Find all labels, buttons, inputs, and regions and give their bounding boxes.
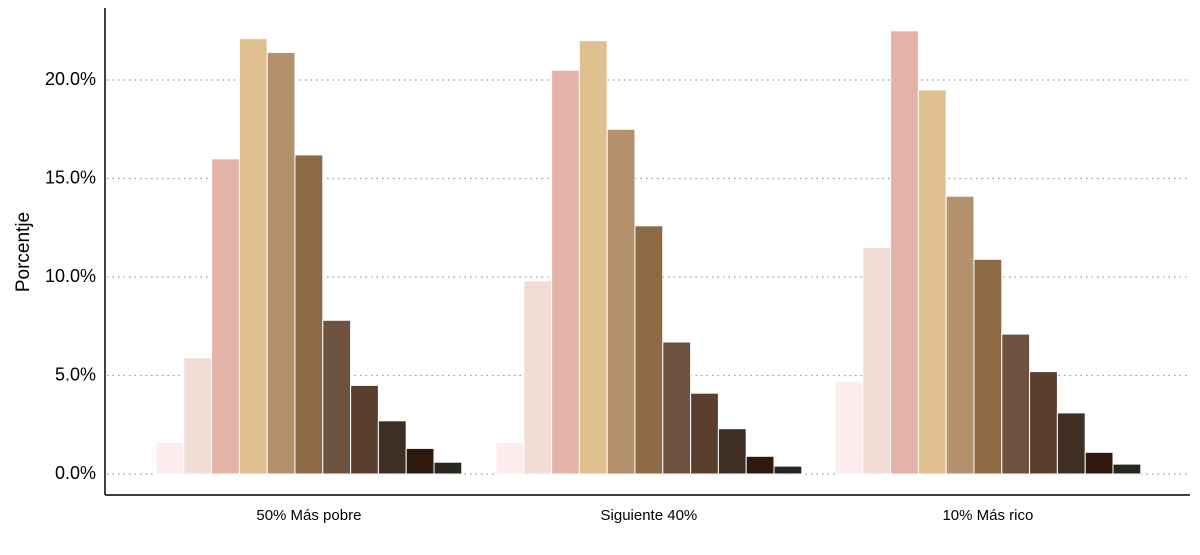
y-tick-label: 5.0% [55,364,96,384]
y-tick-labels: 0.0% 5.0% 10.0% 15.0% 20.0% [45,69,96,483]
bar [1029,371,1058,475]
y-tick-label: 15.0% [45,167,96,187]
bar [211,158,240,475]
bars [155,30,1142,475]
x-category-labels: 50% Más pobre Siguiente 40% 10% Más rico [256,507,1033,524]
bar [745,455,775,475]
bar [662,341,692,475]
bar [266,51,296,475]
bar [551,69,580,475]
bar [405,447,435,475]
bar [973,258,1003,475]
bar [238,38,268,475]
x-category-label: 10% Más rico [942,507,1033,524]
bar [862,247,892,475]
bar [634,225,664,475]
bar [717,428,747,475]
bar [377,420,407,475]
bar [1001,333,1031,475]
bar [183,357,213,475]
bar [917,89,947,475]
bar [350,384,379,475]
bar [495,442,525,475]
bar [1084,451,1114,475]
y-tick-label: 20.0% [45,69,96,89]
bar [606,128,636,475]
bar [322,319,352,475]
bar [834,380,864,475]
y-tick-label: 10.0% [45,266,96,286]
bar [294,154,324,475]
bar [433,461,463,475]
bar [690,392,719,475]
y-axis-title: Porcentje [13,212,34,292]
bar [1112,463,1142,475]
bar [773,465,803,475]
x-category-label: 50% Más pobre [256,507,361,524]
bar [578,40,608,475]
y-tick-label: 0.0% [55,463,96,483]
bar [523,280,553,475]
bar [155,442,185,475]
bar [1056,412,1086,475]
bar [945,195,975,475]
bar [890,30,919,475]
x-category-label: Siguiente 40% [601,507,698,524]
